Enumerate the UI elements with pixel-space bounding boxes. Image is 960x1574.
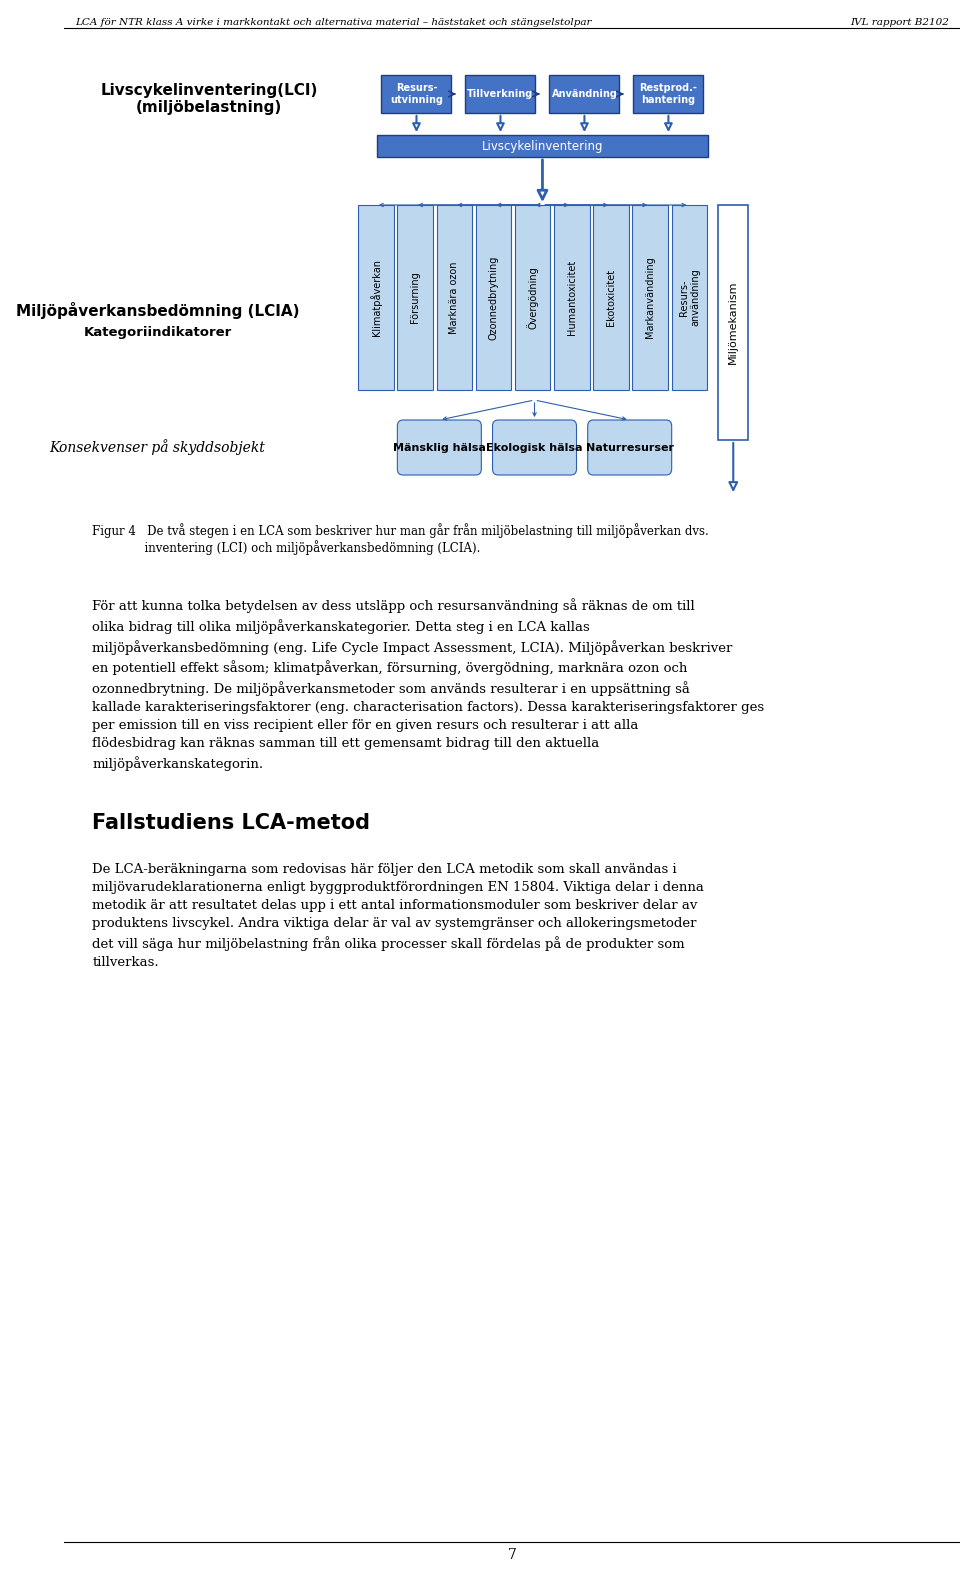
Text: IVL rapport B2102: IVL rapport B2102 (850, 17, 948, 27)
Bar (466, 76, 536, 113)
FancyBboxPatch shape (397, 420, 481, 475)
Bar (718, 205, 748, 441)
Bar (397, 205, 433, 390)
Text: Ozonnedbrytning: Ozonnedbrytning (489, 255, 498, 340)
Bar (377, 135, 708, 157)
Text: Miljöpåverkansbedömning (LCIA): Miljöpåverkansbedömning (LCIA) (15, 302, 300, 318)
Bar (437, 205, 472, 390)
Text: Marknära ozon: Marknära ozon (449, 261, 459, 334)
Text: Livscykelinventering: Livscykelinventering (482, 140, 603, 153)
Text: Markanvändning: Markanvändning (645, 257, 656, 338)
Text: Resurs-
användning: Resurs- användning (679, 269, 700, 326)
FancyBboxPatch shape (588, 420, 672, 475)
Text: Fallstudiens LCA-metod: Fallstudiens LCA-metod (92, 814, 371, 833)
Bar (381, 76, 451, 113)
Text: Naturresurser: Naturresurser (586, 442, 674, 452)
Text: De LCA-beräkningarna som redovisas här följer den LCA metodik som skall användas: De LCA-beräkningarna som redovisas här f… (92, 863, 704, 970)
Text: För att kunna tolka betydelsen av dess utsläpp och resursanvändning så räknas de: För att kunna tolka betydelsen av dess u… (92, 598, 764, 771)
Bar (358, 205, 394, 390)
Bar (549, 76, 619, 113)
Text: Klimatpåverkan: Klimatpåverkan (370, 260, 382, 335)
FancyBboxPatch shape (492, 420, 577, 475)
Bar (515, 205, 550, 390)
Text: Miljömekanism: Miljömekanism (729, 280, 738, 364)
Bar (554, 205, 589, 390)
Text: Försurning: Försurning (410, 272, 420, 323)
Text: Konsekvenser på skyddsobjekt: Konsekvenser på skyddsobjekt (50, 439, 266, 455)
Text: Mänsklig hälsa: Mänsklig hälsa (393, 442, 486, 452)
Text: Ekologisk hälsa: Ekologisk hälsa (487, 442, 583, 452)
Text: Kategoriindikatorer: Kategoriindikatorer (84, 326, 231, 338)
Text: Livscykelinventering(LCI)
(miljöbelastning): Livscykelinventering(LCI) (miljöbelastni… (100, 83, 318, 115)
Text: LCA för NTR klass A virke i markkontakt och alternativa material – häststaket oc: LCA för NTR klass A virke i markkontakt … (76, 17, 592, 27)
Text: Figur 4   De två stegen i en LCA som beskriver hur man går från miljöbelastning : Figur 4 De två stegen i en LCA som beskr… (92, 523, 709, 556)
Text: Restprod.-
hantering: Restprod.- hantering (639, 83, 697, 105)
Text: 7: 7 (508, 1547, 516, 1561)
Bar (672, 205, 708, 390)
Bar (634, 76, 704, 113)
Text: Humantoxicitet: Humantoxicitet (566, 260, 577, 335)
Text: Resurs-
utvinning: Resurs- utvinning (390, 83, 443, 105)
Bar (476, 205, 511, 390)
Text: Ekotoxicitet: Ekotoxicitet (606, 269, 616, 326)
Text: Användning: Användning (551, 90, 617, 99)
Bar (593, 205, 629, 390)
Bar (633, 205, 668, 390)
Text: Tillverkning: Tillverkning (468, 90, 534, 99)
Text: Övergödning: Övergödning (527, 266, 539, 329)
